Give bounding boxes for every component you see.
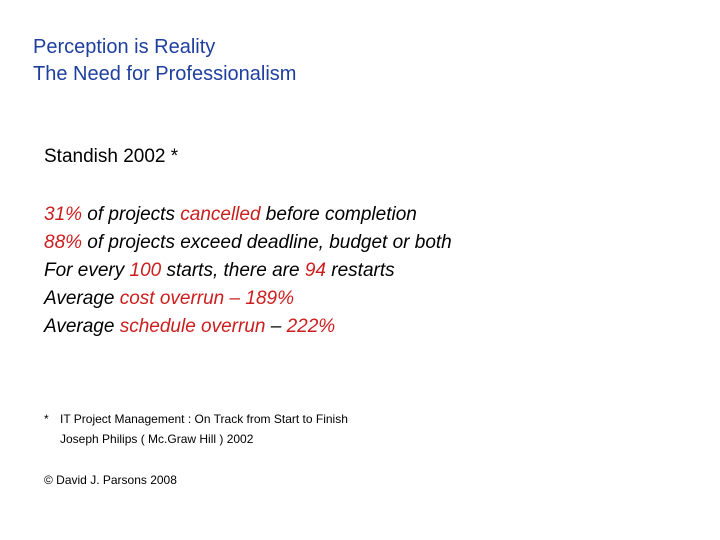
- footnote: * IT Project Management : On Track from S…: [44, 409, 348, 449]
- footnote-citation-author: Joseph Philips ( Mc.Graw Hill ) 2002: [60, 432, 254, 446]
- stat-highlight: cancelled: [180, 204, 261, 225]
- stat-percent: 222%: [286, 316, 336, 337]
- stat-percent: 88%: [44, 232, 83, 253]
- stat-text: of projects: [82, 204, 181, 225]
- stat-exceed: 88% of projects exceed deadline, budget …: [44, 229, 452, 257]
- stat-cancelled: 31% of projects cancelled before complet…: [44, 201, 452, 229]
- stat-text: restarts: [326, 260, 395, 281]
- title-line-1: Perception is Reality: [33, 36, 216, 58]
- stat-text: Average: [44, 288, 120, 309]
- footnote-citation-title: IT Project Management : On Track from St…: [60, 412, 348, 426]
- stat-number: 94: [304, 260, 326, 281]
- source-heading: Standish 2002 *: [44, 146, 179, 167]
- stat-number: 100: [129, 260, 162, 281]
- footnote-line-2: Joseph Philips ( Mc.Graw Hill ) 2002: [44, 429, 348, 449]
- stat-text: before completion: [260, 204, 417, 225]
- footnote-marker: *: [44, 412, 49, 426]
- footnote-line-1: * IT Project Management : On Track from S…: [44, 409, 348, 429]
- stat-percent: 31%: [44, 204, 83, 225]
- stat-text: of projects exceed deadline, budget or b…: [82, 232, 452, 253]
- stat-highlight: schedule overrun: [119, 316, 266, 337]
- stat-text: starts, there are: [161, 260, 305, 281]
- stat-restarts: For every 100 starts, there are 94 resta…: [44, 257, 452, 285]
- stat-text: Average: [44, 316, 120, 337]
- stat-cost-overrun: Average cost overrun – 189%: [44, 285, 452, 313]
- title-line-2: The Need for Professionalism: [33, 63, 297, 85]
- statistics-list: 31% of projects cancelled before complet…: [44, 201, 452, 341]
- stat-schedule-overrun: Average schedule overrun – 222%: [44, 313, 452, 341]
- copyright: © David J. Parsons 2008: [44, 473, 177, 487]
- stat-text: For every: [44, 260, 130, 281]
- stat-text: –: [265, 316, 287, 337]
- stat-highlight: cost overrun – 189%: [119, 288, 294, 309]
- slide-title: Perception is Reality The Need for Profe…: [33, 34, 296, 88]
